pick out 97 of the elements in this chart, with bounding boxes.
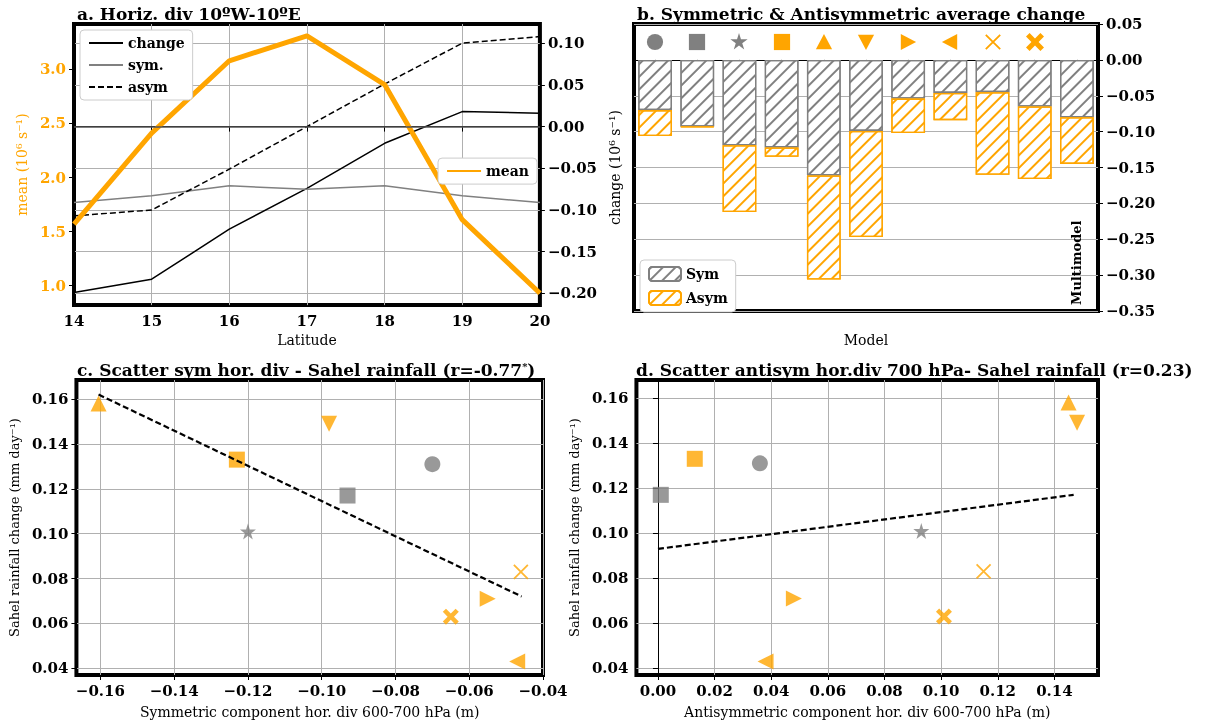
x-tick-label: 17 (296, 311, 318, 330)
point (1060, 394, 1077, 411)
y-axis-title: change (10⁶ s⁻¹) (607, 110, 623, 225)
point (90, 395, 107, 412)
y-tick-label: 0.10 (591, 524, 629, 543)
y-tick-label: 1.0 (39, 276, 66, 295)
chart-title: d. Scatter antisym hor.div 700 hPa- Sahel rainfall (r=0.23) (636, 359, 1193, 380)
x-tick-label: 16 (218, 311, 240, 330)
y-tick-label: 0.04 (31, 659, 69, 678)
legend-label: Asym (685, 290, 728, 306)
point (686, 450, 703, 467)
point (424, 456, 441, 473)
y-tick-label: 3.0 (39, 60, 66, 79)
legend-label: asym (128, 79, 169, 95)
y-tick-label: −0.15 (1106, 158, 1156, 177)
chart-title: a. Horiz. div 10ºW-10ºE (77, 3, 301, 24)
point (935, 608, 952, 625)
y-tick-label: 0.16 (31, 390, 69, 409)
x-tick-label: 15 (141, 311, 163, 330)
point (652, 486, 669, 503)
x-tick-label: −0.06 (444, 681, 494, 700)
x-tick-label: 0.04 (752, 681, 790, 700)
y-tick-label: 2.5 (39, 114, 66, 133)
legend-label: change (128, 35, 185, 51)
x-axis-title: Antisymmetric component hor. div 600-700 hPa (m) (683, 704, 1051, 720)
x-axis-title: Latitude (277, 332, 337, 348)
y-tick-label: 0.12 (591, 479, 629, 498)
y-axis-title: mean (10⁶ s⁻¹) (14, 113, 30, 216)
x-axis-title: Model (843, 332, 889, 348)
y-tick-label: 0.04 (591, 659, 629, 678)
y-tick-label: 0.08 (591, 569, 629, 588)
y2-tick-label: −0.10 (547, 201, 598, 220)
y-tick-label: −0.30 (1106, 266, 1156, 285)
point (913, 522, 930, 539)
y2-tick-label: 0.10 (547, 34, 585, 53)
y-axis-title: Sahel rainfall change (mm day⁻¹) (567, 418, 582, 637)
x-tick-label: −0.04 (518, 681, 568, 700)
y-tick-label: −0.25 (1106, 230, 1156, 249)
point (479, 590, 496, 607)
point (751, 455, 768, 472)
x-tick-label: 19 (451, 311, 473, 330)
x-tick-label: 0.00 (639, 681, 677, 700)
y-tick-label: −0.20 (1106, 194, 1156, 213)
y-tick-label: 1.5 (39, 222, 66, 241)
y2-tick-label: 0.05 (547, 75, 585, 94)
legend-label: mean (486, 163, 530, 180)
y-axis-title: Sahel rainfall change (mm day⁻¹) (7, 418, 22, 637)
x-tick-label: 0.14 (1036, 681, 1073, 700)
y-tick-label: 0.08 (31, 569, 69, 588)
y-tick-label: 2.0 (39, 168, 66, 187)
point (239, 523, 256, 540)
x-tick-label: −0.12 (223, 681, 273, 700)
y-tick-label: 0.06 (591, 614, 629, 633)
x-tick-label: −0.08 (370, 681, 421, 700)
x-tick-label: 0.08 (866, 681, 903, 700)
y-tick-label: −0.05 (1106, 86, 1156, 105)
legend-label: Sym (686, 266, 720, 282)
point (228, 451, 245, 468)
line-series (73, 185, 541, 204)
point (339, 487, 356, 504)
point (1069, 414, 1086, 431)
y-tick-label: 0.06 (31, 614, 69, 633)
y2-tick-label: −0.20 (547, 284, 598, 303)
x-tick-label: 0.10 (922, 681, 960, 700)
y2-tick-label: −0.05 (547, 159, 598, 178)
x-tick-label: −0.14 (149, 681, 199, 700)
point (512, 563, 529, 580)
x-tick-label: 18 (374, 311, 396, 330)
y-tick-label: 0.14 (31, 434, 69, 453)
point (442, 608, 459, 625)
y-tick-label: 0.16 (591, 389, 629, 408)
x-tick-label: 0.06 (809, 681, 847, 700)
x-axis-title: Symmetric component hor. div 600-700 hPa (m) (139, 704, 480, 720)
y-tick-label: 0.10 (31, 524, 69, 543)
x-tick-label: Multimodel (1069, 220, 1085, 305)
y2-tick-label: 0.00 (547, 117, 585, 136)
x-tick-label: 0.12 (979, 681, 1017, 700)
chart-title: c. Scatter sym hor. div - Sahel rainfall (r=-0.77*) (77, 359, 536, 380)
point (509, 653, 526, 670)
point (321, 415, 338, 432)
legend-label: sym. (128, 57, 164, 73)
y-tick-label: 0.12 (31, 479, 69, 498)
point (757, 653, 774, 670)
x-tick-label: −0.16 (75, 681, 125, 700)
point (785, 590, 802, 607)
y-tick-label: −0.35 (1106, 302, 1156, 320)
y-tick-label: 0.14 (591, 434, 629, 453)
y-tick-label: 0.05 (1106, 15, 1143, 33)
y-tick-label: 0.00 (1106, 50, 1143, 69)
chart-title: b. Symmetric & Antisymmetric average change (637, 3, 1086, 24)
x-tick-label: 0.02 (696, 681, 733, 700)
x-tick-label: −0.10 (297, 681, 347, 700)
y2-tick-label: −0.15 (547, 242, 598, 261)
point (975, 563, 992, 580)
x-tick-label: 14 (63, 311, 85, 330)
x-tick-label: 20 (529, 311, 551, 330)
y-tick-label: −0.10 (1106, 122, 1156, 141)
